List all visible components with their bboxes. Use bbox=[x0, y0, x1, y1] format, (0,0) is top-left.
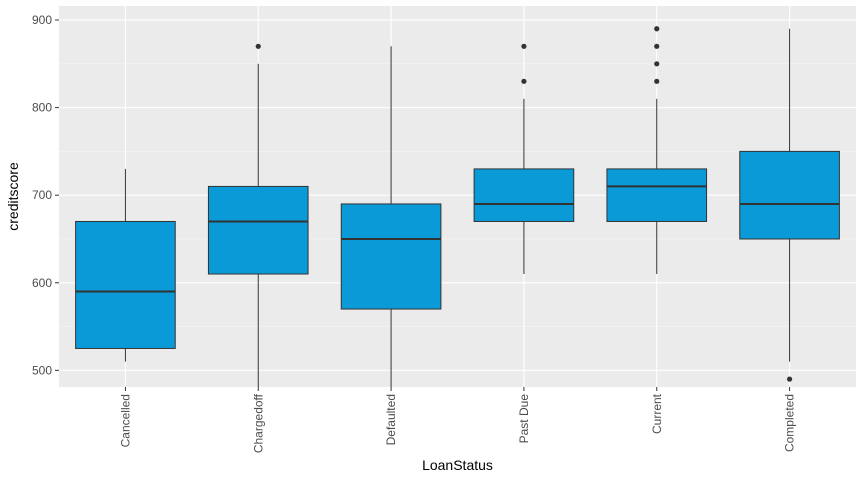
outlier-point bbox=[654, 61, 660, 67]
y-tick-label: 700 bbox=[32, 188, 52, 202]
outlier-point bbox=[654, 78, 660, 84]
box-chargedoff bbox=[207, 43, 309, 387]
y-tick-label: 900 bbox=[32, 13, 52, 27]
x-axis: Cancelled Chargedoff Defaulted Past Due Curr… bbox=[118, 387, 797, 453]
box-body bbox=[473, 168, 575, 222]
y-tick-label: 800 bbox=[32, 101, 52, 115]
box-body bbox=[739, 150, 840, 240]
outlier-point bbox=[786, 376, 793, 382]
plot-panel bbox=[59, 6, 856, 387]
box-body bbox=[207, 185, 309, 275]
box-body bbox=[75, 220, 176, 349]
x-tick-label: Defaulted bbox=[384, 394, 398, 445]
y-axis-title: creditscore bbox=[5, 162, 21, 231]
x-tick-label: Chargedoff bbox=[251, 393, 265, 453]
x-tick-label: Current bbox=[650, 393, 664, 434]
outlier-point bbox=[654, 43, 660, 49]
outlier-point bbox=[521, 78, 527, 84]
outlier-point bbox=[255, 43, 261, 49]
box-completed bbox=[739, 28, 840, 382]
box-past-due bbox=[473, 43, 575, 275]
x-axis-title: LoanStatus bbox=[422, 457, 493, 473]
outlier-point bbox=[654, 26, 660, 32]
grid-minor bbox=[59, 63, 856, 327]
y-tick-label: 600 bbox=[32, 276, 52, 290]
box-body bbox=[340, 203, 442, 310]
box-cancelled bbox=[75, 168, 176, 362]
outlier-point bbox=[521, 43, 527, 49]
y-tick-label: 500 bbox=[32, 363, 52, 377]
box-current bbox=[606, 26, 708, 275]
boxes bbox=[75, 26, 840, 387]
box-body bbox=[606, 168, 708, 222]
x-tick-label: Past Due bbox=[517, 394, 531, 444]
x-tick-label: Cancelled bbox=[118, 394, 132, 447]
y-axis: 500 600 700 800 900 bbox=[32, 13, 59, 377]
x-tick-label: Completed bbox=[783, 394, 797, 452]
box-defaulted bbox=[340, 46, 442, 387]
